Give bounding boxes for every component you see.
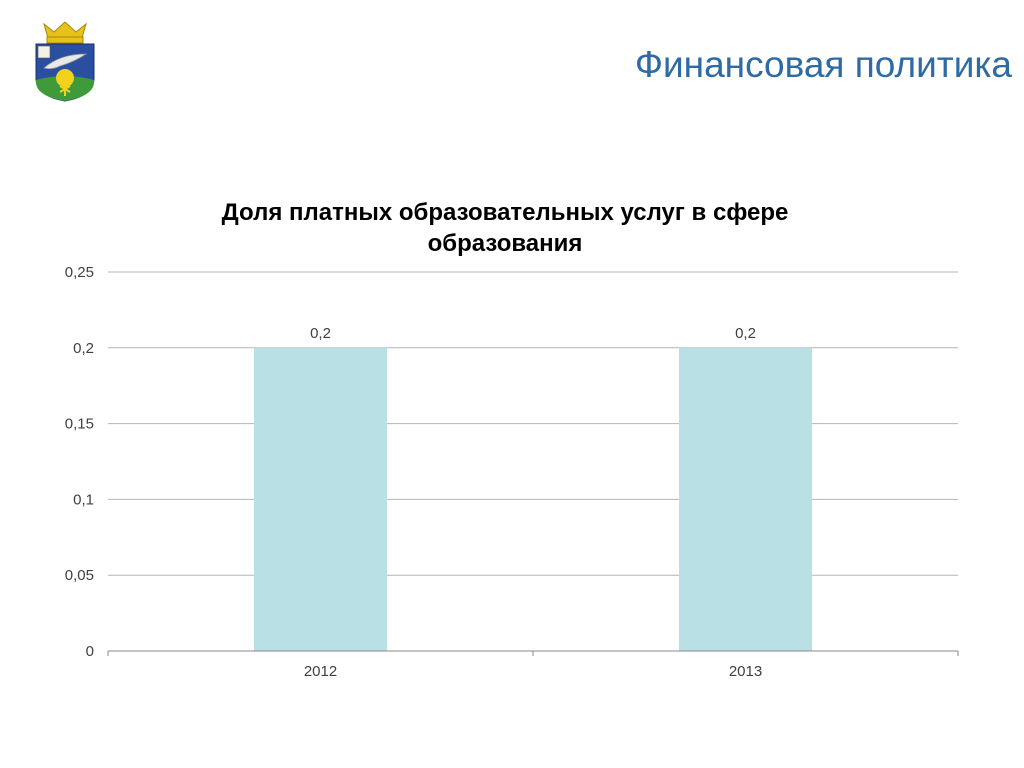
bar	[254, 347, 387, 651]
x-tick-label: 2012	[304, 663, 337, 680]
data-label: 0,2	[310, 325, 331, 342]
y-tick-label: 0,1	[73, 491, 94, 508]
bar	[679, 347, 812, 651]
x-tick-label: 2013	[729, 663, 762, 680]
y-tick-label: 0,2	[73, 340, 94, 357]
y-tick-label: 0,25	[65, 264, 94, 281]
y-tick-label: 0,05	[65, 567, 94, 584]
chart-title-line: Доля платных образовательных услуг в сфе…	[222, 199, 789, 226]
chart-title-line: образования	[428, 230, 583, 257]
data-label: 0,2	[735, 325, 756, 342]
y-tick-label: 0,15	[65, 416, 94, 433]
coat-of-arms-icon	[35, 21, 95, 102]
y-tick-label: 0	[86, 643, 94, 660]
slide-title: Финансовая политика	[634, 44, 1012, 85]
